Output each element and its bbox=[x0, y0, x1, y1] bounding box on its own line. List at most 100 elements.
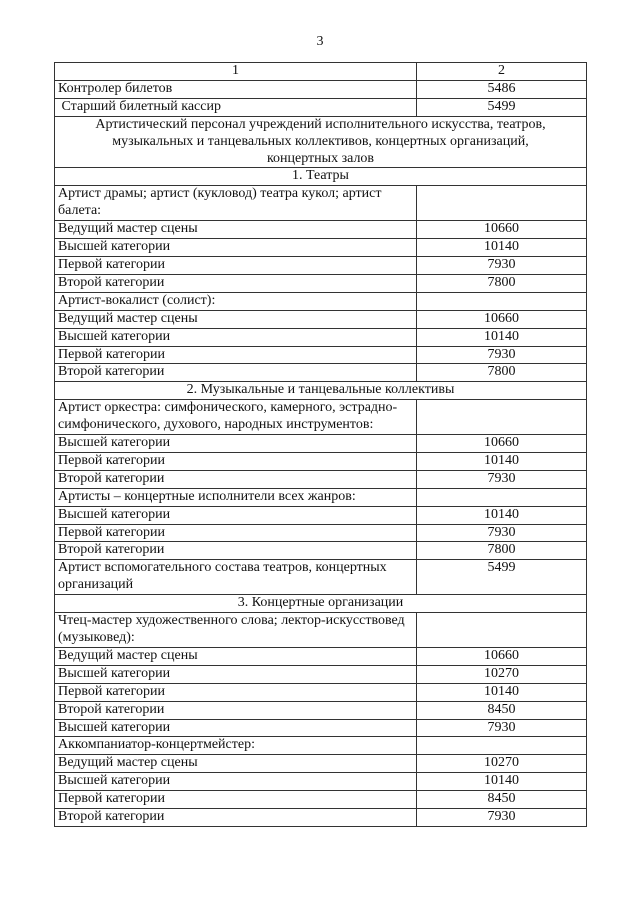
table-row: Второй категории 7800 bbox=[54, 541, 587, 561]
position-name: Контролер билетов bbox=[54, 79, 417, 99]
salary-value bbox=[416, 487, 587, 507]
table-row: Ведущий мастер сцены 10660 bbox=[54, 220, 587, 240]
table-row: Высшей категории 10140 bbox=[54, 238, 587, 257]
position-name: Первой категории bbox=[54, 790, 417, 810]
section-header-row: 1. Театры bbox=[54, 167, 587, 187]
salary-value: 7930 bbox=[416, 345, 587, 365]
position-name: Второй категории bbox=[54, 363, 417, 383]
table-row: Контролер билетов 5486 bbox=[54, 79, 587, 99]
position-name: Ведущий мастер сцены bbox=[54, 309, 417, 329]
position-name: Второй категории bbox=[54, 700, 417, 720]
salary-value: 5486 bbox=[416, 79, 587, 99]
position-name: Артист вспомогательного состава театров,… bbox=[54, 559, 417, 596]
table-row: Артист оркестра: симфонического, камерно… bbox=[54, 399, 587, 436]
salary-table: 1 2 Контролер билетов 5486 Старший билетн… bbox=[54, 62, 587, 827]
table-row: Первой категории 10140 bbox=[54, 682, 587, 702]
section-title: 1. Театры bbox=[54, 167, 587, 187]
header-col-2: 2 bbox=[416, 62, 587, 81]
salary-value: 7930 bbox=[416, 808, 587, 827]
salary-value bbox=[416, 399, 587, 436]
position-name: Первой категории bbox=[54, 345, 417, 365]
table-row: Первой категории 8450 bbox=[54, 790, 587, 810]
position-name: Первой категории bbox=[54, 682, 417, 702]
table-row: Высшей категории 10140 bbox=[54, 505, 587, 525]
section-header-row: 2. Музыкальные и танцевальные коллективы bbox=[54, 381, 587, 401]
position-name: Ведущий мастер сцены bbox=[54, 754, 417, 774]
salary-value: 5499 bbox=[416, 559, 587, 596]
position-name: Первой категории bbox=[54, 255, 417, 275]
table-row: Артисты – концертные исполнители всех жа… bbox=[54, 487, 587, 507]
position-name: Ведущий мастер сцены bbox=[54, 220, 417, 240]
salary-value: 8450 bbox=[416, 790, 587, 810]
table-row: Старший билетный кассир 5499 bbox=[54, 97, 587, 117]
position-name: Артист драмы; артист (кукловод) театра к… bbox=[54, 185, 417, 222]
position-name: Высшей категории bbox=[54, 327, 417, 347]
salary-value bbox=[416, 291, 587, 311]
section-header-row: Артистический персонал учреждений исполн… bbox=[54, 115, 587, 169]
position-name: Высшей категории bbox=[54, 718, 417, 738]
table-row: Аккомпаниатор-концертмейстер: bbox=[54, 736, 587, 756]
table-row: Второй категории 7930 bbox=[54, 808, 587, 827]
position-name: Высшей категории bbox=[54, 238, 417, 257]
salary-value: 10660 bbox=[416, 220, 587, 240]
table-row: Высшей категории 10140 bbox=[54, 327, 587, 347]
salary-value bbox=[416, 736, 587, 756]
position-name: Артисты – концертные исполнители всех жа… bbox=[54, 487, 417, 507]
table-row: Артист вспомогательного состава театров,… bbox=[54, 559, 587, 596]
section-header-row: 3. Концертные организации bbox=[54, 594, 587, 614]
position-name: Высшей категории bbox=[54, 505, 417, 525]
position-name: Старший билетный кассир bbox=[54, 97, 417, 117]
position-name: Артист-вокалист (солист): bbox=[54, 291, 417, 311]
salary-value: 7930 bbox=[416, 718, 587, 738]
table-row: Высшей категории 10270 bbox=[54, 664, 587, 684]
position-name: Чтец-мастер художественного слова; лекто… bbox=[54, 612, 417, 648]
table-row: Артист-вокалист (солист): bbox=[54, 291, 587, 311]
position-name: Высшей категории bbox=[54, 664, 417, 684]
section-title: Артистический персонал учреждений исполн… bbox=[54, 115, 587, 169]
position-name: Второй категории bbox=[54, 808, 417, 827]
position-name: Высшей категории bbox=[54, 772, 417, 792]
salary-value: 10140 bbox=[416, 238, 587, 257]
salary-value: 7930 bbox=[416, 523, 587, 543]
table-row: Первой категории 10140 bbox=[54, 451, 587, 471]
position-name: Первой категории bbox=[54, 523, 417, 543]
section-title: 2. Музыкальные и танцевальные коллективы bbox=[54, 381, 587, 401]
position-name: Первой категории bbox=[54, 451, 417, 471]
position-name: Второй категории bbox=[54, 273, 417, 293]
header-col-1: 1 bbox=[54, 62, 417, 81]
salary-value: 10660 bbox=[416, 309, 587, 329]
salary-value: 10140 bbox=[416, 682, 587, 702]
salary-value bbox=[416, 612, 587, 648]
position-name: Высшей категории bbox=[54, 434, 417, 453]
table-row: Артист драмы; артист (кукловод) театра к… bbox=[54, 185, 587, 222]
position-name: Второй категории bbox=[54, 541, 417, 561]
salary-value: 7800 bbox=[416, 273, 587, 293]
table-row: Ведущий мастер сцены 10660 bbox=[54, 646, 587, 666]
salary-value: 10270 bbox=[416, 664, 587, 684]
table-row: Второй категории 8450 bbox=[54, 700, 587, 720]
position-name: Второй категории bbox=[54, 469, 417, 489]
salary-value: 7800 bbox=[416, 363, 587, 383]
salary-value: 10660 bbox=[416, 646, 587, 666]
table-row: Второй категории 7800 bbox=[54, 363, 587, 383]
salary-value: 7800 bbox=[416, 541, 587, 561]
table-row: Первой категории 7930 bbox=[54, 345, 587, 365]
salary-value: 7930 bbox=[416, 469, 587, 489]
header-row: 1 2 bbox=[54, 62, 587, 81]
salary-value: 8450 bbox=[416, 700, 587, 720]
table-row: Ведущий мастер сцены 10660 bbox=[54, 309, 587, 329]
salary-value bbox=[416, 185, 587, 222]
table-row: Второй категории 7930 bbox=[54, 469, 587, 489]
position-name: Аккомпаниатор-концертмейстер: bbox=[54, 736, 417, 756]
salary-value: 10140 bbox=[416, 772, 587, 792]
salary-value: 10140 bbox=[416, 505, 587, 525]
salary-value: 10660 bbox=[416, 434, 587, 453]
page-number: 3 bbox=[316, 34, 324, 49]
salary-value: 7930 bbox=[416, 255, 587, 275]
table-row: Высшей категории 10140 bbox=[54, 772, 587, 792]
table-row: Второй категории 7800 bbox=[54, 273, 587, 293]
table-row: Первой категории 7930 bbox=[54, 255, 587, 275]
salary-value: 10140 bbox=[416, 327, 587, 347]
section-title: 3. Концертные организации bbox=[54, 594, 587, 614]
table-row: Первой категории 7930 bbox=[54, 523, 587, 543]
